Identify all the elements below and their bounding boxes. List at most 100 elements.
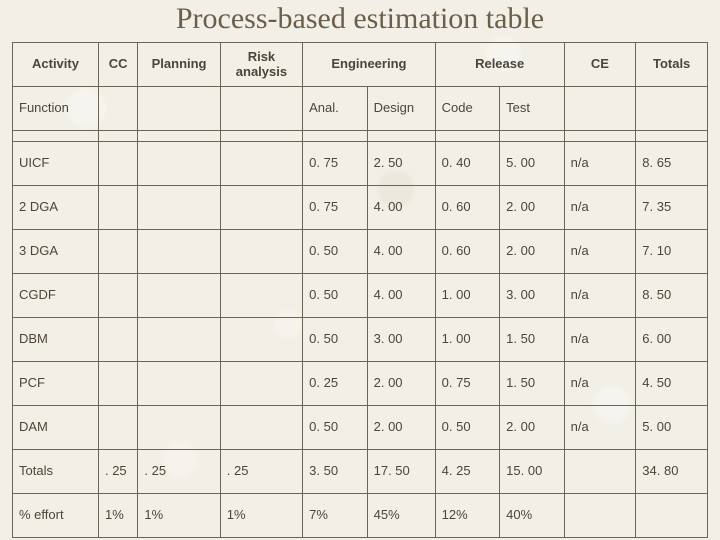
- subheader-cell: Test: [500, 87, 564, 131]
- table-row: 3 DGA 0. 504. 000. 602. 00n/a7. 10: [13, 230, 708, 274]
- table-cell: 2. 50: [367, 142, 435, 186]
- cell-text: 0. 60: [436, 244, 499, 259]
- table-row: DBM0. 503. 001. 001. 50n/a6. 00: [13, 318, 708, 362]
- table-cell: 1. 50: [500, 362, 564, 406]
- cell-text: 45%: [368, 508, 435, 523]
- table-cell: . 25: [98, 450, 137, 494]
- table-cell: [220, 142, 302, 186]
- cell-text: 1. 00: [436, 332, 499, 347]
- table-cell: 4. 00: [367, 186, 435, 230]
- cell-text: 0. 50: [303, 244, 366, 259]
- table-cell: [98, 186, 137, 230]
- cell-text: 1%: [99, 508, 137, 523]
- spacer-cell: [303, 131, 367, 142]
- cell-text: 0. 75: [303, 200, 366, 215]
- cell-text: n/a: [565, 420, 636, 435]
- subheader-cell: [98, 87, 137, 131]
- row-label-cell: Totals: [13, 450, 99, 494]
- cell-text: 3. 00: [500, 288, 563, 303]
- table-cell: 3. 00: [500, 274, 564, 318]
- table-cell: 2. 00: [367, 406, 435, 450]
- cell-text: Code: [436, 101, 499, 116]
- cell-text: n/a: [565, 376, 636, 391]
- table-cell: 8. 65: [636, 142, 708, 186]
- cell-text: n/a: [565, 200, 636, 215]
- cell-text: 0. 25: [303, 376, 366, 391]
- table-cell: 7. 35: [636, 186, 708, 230]
- table-cell: 7. 10: [636, 230, 708, 274]
- header-cell: Risk analysis: [220, 43, 302, 87]
- row-label-cell: CGDF: [13, 274, 99, 318]
- subheader-cell: [138, 87, 220, 131]
- table-cell: 0. 50: [303, 318, 367, 362]
- row-label-cell: 2 DGA: [13, 186, 99, 230]
- spacer-cell: [220, 131, 302, 142]
- table-cell: [98, 406, 137, 450]
- header-cell: Planning: [138, 43, 220, 87]
- cell-text: 1. 00: [436, 288, 499, 303]
- table-cell: [138, 274, 220, 318]
- table-cell: 0. 25: [303, 362, 367, 406]
- table-cell: n/a: [564, 230, 636, 274]
- cell-text: . 25: [99, 464, 137, 479]
- table-cell: 17. 50: [367, 450, 435, 494]
- table-cell: 4. 00: [367, 230, 435, 274]
- table-cell: 2. 00: [500, 186, 564, 230]
- page-title: Process-based estimation table: [12, 0, 708, 42]
- cell-text: 3. 50: [303, 464, 366, 479]
- cell-text: 8. 50: [636, 288, 707, 303]
- table-cell: [98, 362, 137, 406]
- table-cell: 2. 00: [500, 230, 564, 274]
- cell-text: 4. 50: [636, 376, 707, 391]
- row-label-cell: DAM: [13, 406, 99, 450]
- cell-text: CE: [565, 57, 636, 72]
- cell-text: Release: [436, 57, 564, 72]
- table-cell: 2. 00: [500, 406, 564, 450]
- cell-text: 2. 50: [368, 156, 435, 171]
- subheader-cell: [564, 87, 636, 131]
- table-cell: 4. 50: [636, 362, 708, 406]
- table-cell: 1. 50: [500, 318, 564, 362]
- cell-text: 2 DGA: [13, 200, 98, 215]
- subheader-cell: [220, 87, 302, 131]
- cell-text: 7%: [303, 508, 366, 523]
- table-cell: [220, 318, 302, 362]
- cell-text: Test: [500, 101, 563, 116]
- table-cell: n/a: [564, 318, 636, 362]
- cell-text: 3 DGA: [13, 244, 98, 259]
- cell-text: 0. 50: [303, 420, 366, 435]
- cell-text: . 25: [221, 464, 302, 479]
- cell-text: 0. 60: [436, 200, 499, 215]
- cell-text: Anal.: [303, 101, 366, 116]
- row-label-cell: UICF: [13, 142, 99, 186]
- cell-text: 1. 50: [500, 332, 563, 347]
- cell-text: 5. 00: [500, 156, 563, 171]
- table-cell: . 25: [138, 450, 220, 494]
- cell-text: n/a: [565, 156, 636, 171]
- spacer-cell: [13, 131, 99, 142]
- cell-text: 2. 00: [368, 420, 435, 435]
- subheader-cell: [636, 87, 708, 131]
- table-cell: [220, 186, 302, 230]
- cell-text: PCF: [13, 376, 98, 391]
- estimation-table: ActivityCCPlanningRisk analysisEngineeri…: [12, 42, 708, 538]
- header-cell: CC: [98, 43, 137, 87]
- cell-text: Totals: [13, 464, 98, 479]
- table-cell: 0. 50: [303, 274, 367, 318]
- table-cell: [138, 318, 220, 362]
- table-cell: [220, 362, 302, 406]
- subheader-cell: Design: [367, 87, 435, 131]
- table-cell: 0. 75: [303, 142, 367, 186]
- table-cell: 34. 80: [636, 450, 708, 494]
- table-cell: n/a: [564, 362, 636, 406]
- header-cell: Activity: [13, 43, 99, 87]
- spacer-cell: [367, 131, 435, 142]
- cell-text: DAM: [13, 420, 98, 435]
- table-cell: n/a: [564, 274, 636, 318]
- table-cell: 45%: [367, 494, 435, 538]
- table-cell: 0. 50: [435, 406, 499, 450]
- spacer-cell: [500, 131, 564, 142]
- cell-text: Activity: [13, 57, 98, 72]
- table-row: Totals. 25. 25. 253. 5017. 504. 2515. 00…: [13, 450, 708, 494]
- subheader-cell: Code: [435, 87, 499, 131]
